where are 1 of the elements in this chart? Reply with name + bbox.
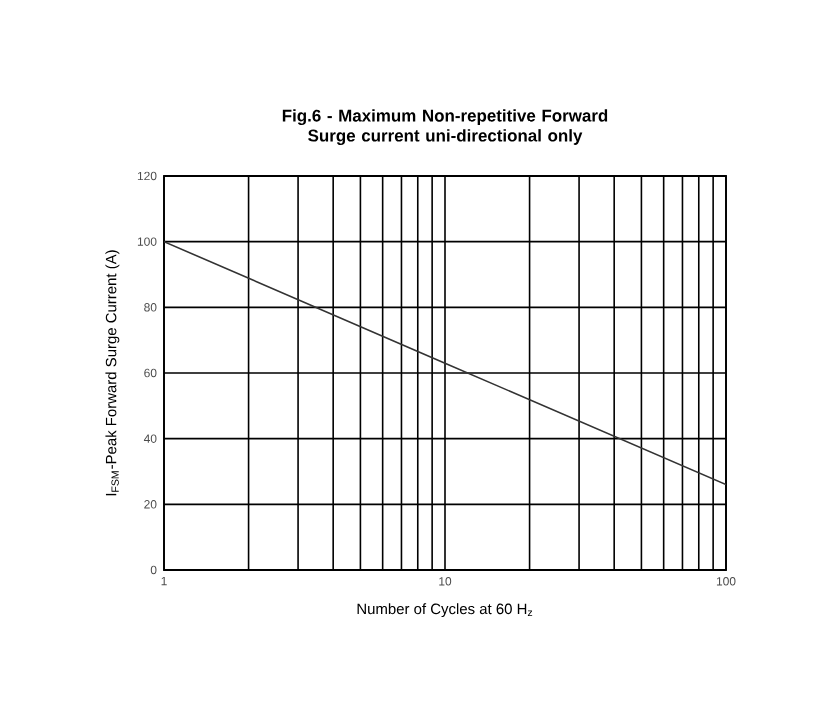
chart-title: Fig.6 - Maximum Non-repetitive Forward Surge current uni-directional only xyxy=(282,109,608,146)
